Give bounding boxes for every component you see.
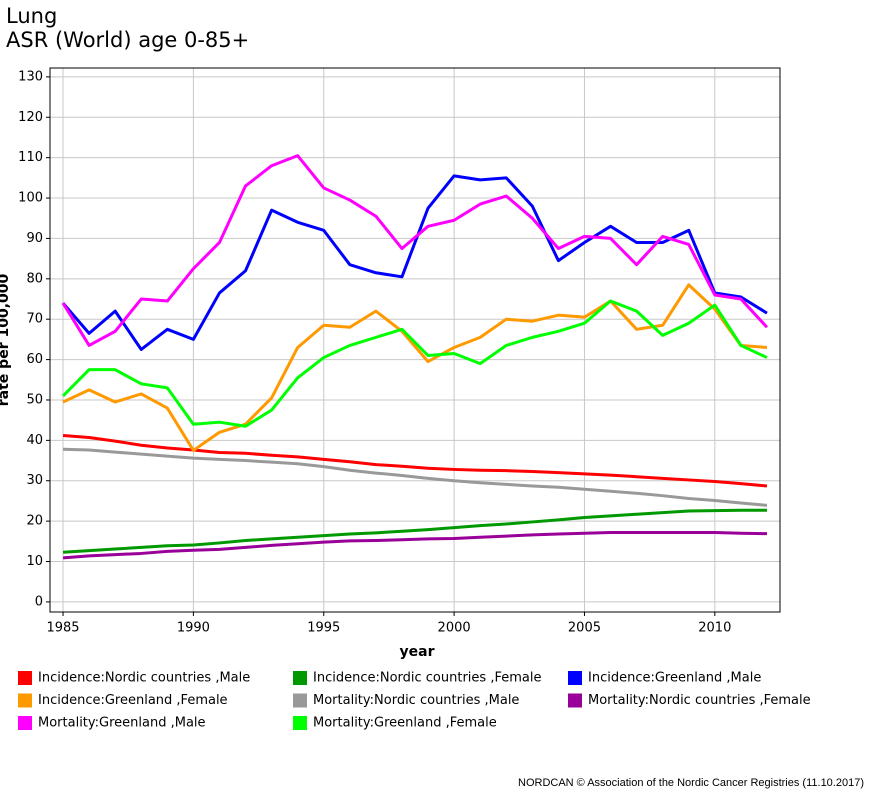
x-tick-label: 1985 [46,621,79,636]
legend-swatch [293,693,307,708]
legend-swatch [568,693,582,708]
legend-label: Mortality:Nordic countries ,Male [313,693,519,708]
legend-label: Mortality:Greenland ,Female [313,716,497,731]
series-line [61,299,768,428]
y-tick-label: 90 [26,231,43,246]
x-tick-label: 2000 [438,621,471,636]
x-tick-label: 1990 [177,621,210,636]
footer: NORDCAN © Association of the Nordic Canc… [518,777,864,789]
y-tick-label: 50 [26,392,43,407]
series-line [62,283,768,452]
series-line [62,530,767,560]
legend-swatch [568,671,582,685]
series-line [62,508,767,554]
legend-swatch [293,671,307,685]
x-tick-label: 1995 [307,621,340,636]
y-tick-label: 0 [35,594,43,609]
legend-label: Incidence:Greenland ,Male [588,671,761,686]
y-tick-label: 10 [26,554,43,569]
y-axis-label: rate per 100,000 [0,274,12,407]
legend-label: Incidence:Nordic countries ,Male [38,671,250,686]
legend-swatch [18,693,32,708]
series-line [61,154,769,347]
legend-label: Incidence:Greenland ,Female [38,693,228,708]
chart-title: Lung [6,4,57,28]
legend-label: Mortality:Greenland ,Male [38,716,206,731]
y-tick-label: 100 [18,191,43,206]
y-tick-label: 20 [26,514,43,529]
legend-swatch [18,716,32,730]
legend-label: Mortality:Nordic countries ,Female [588,693,811,708]
chart-subtitle: ASR (World) age 0-85+ [6,28,249,52]
x-axis-label: year [400,644,435,660]
y-tick-label: 30 [26,473,43,488]
series-line [62,447,768,507]
series-line [61,174,768,351]
y-tick-label: 40 [26,433,43,448]
plot-frame [49,67,781,613]
series-line [62,434,768,488]
y-tick-label: 130 [18,69,43,84]
y-tick-label: 120 [18,110,43,125]
y-tick-label: 60 [26,352,43,367]
y-tick-label: 110 [18,150,43,165]
y-tick-label: 80 [26,271,43,286]
legend-label: Incidence:Nordic countries ,Female [313,671,541,686]
legend-swatch [18,671,32,685]
legend-swatch [293,716,307,730]
x-tick-label: 2005 [568,621,601,636]
x-tick-label: 2010 [698,621,731,636]
y-tick-label: 70 [26,312,43,327]
